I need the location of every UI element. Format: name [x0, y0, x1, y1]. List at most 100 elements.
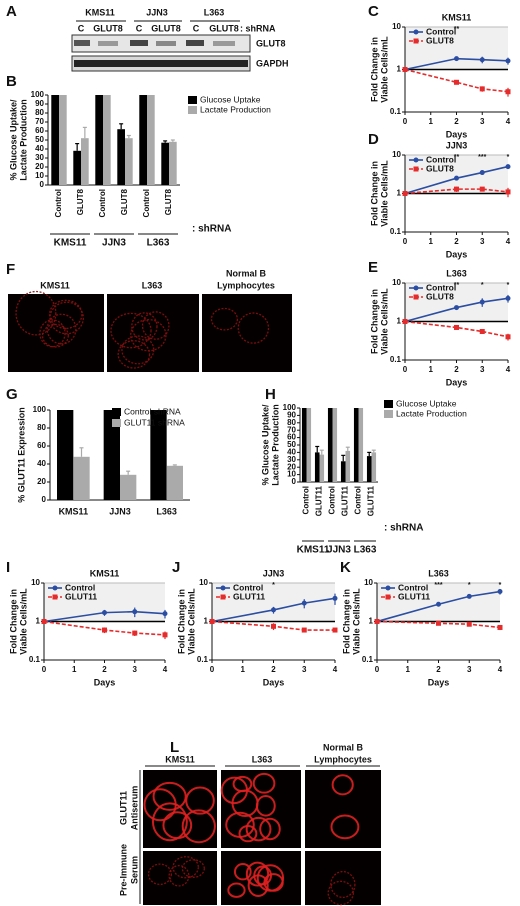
x-tick-label: 2	[454, 365, 459, 374]
bar	[353, 408, 359, 482]
y-tick-label: 60	[37, 441, 46, 450]
legend-marker	[52, 594, 58, 600]
y-axis-label: Viable Cells/mL	[186, 588, 196, 655]
marker	[41, 619, 47, 624]
marker	[162, 611, 168, 617]
y-tick-label: 10	[392, 150, 401, 159]
legend-label: Control	[426, 154, 456, 164]
group-label: L363	[354, 545, 377, 556]
cell	[48, 299, 83, 330]
x-tick-label: GLUT11	[367, 485, 376, 516]
panel-letter: A	[6, 3, 17, 20]
cell	[172, 856, 199, 879]
legend-label: Control	[65, 582, 95, 592]
x-tick-label: 3	[480, 237, 485, 246]
legend-label: GLUT8	[426, 163, 454, 173]
x-tick-label: GLUT11	[315, 485, 324, 516]
panel-letter: F	[6, 261, 15, 278]
cell	[141, 311, 170, 340]
annotation: *	[468, 582, 471, 589]
annotation: *	[507, 154, 510, 161]
cell	[15, 290, 57, 336]
legend-marker	[413, 285, 419, 291]
marker	[271, 623, 276, 629]
panel-letter: C	[368, 3, 379, 20]
marker	[436, 620, 441, 626]
x-axis-label: Days	[446, 129, 468, 139]
bar	[103, 410, 120, 500]
y-axis-label: Viable Cells/mL	[351, 588, 361, 655]
bar	[319, 454, 325, 482]
x-tick-label: 1	[429, 237, 434, 246]
marker	[497, 589, 503, 595]
cell	[41, 323, 69, 348]
legend-label: Lactate Production	[200, 104, 271, 114]
cell	[245, 861, 270, 887]
series-line	[404, 188, 509, 195]
bar	[366, 456, 372, 482]
micrograph	[202, 294, 292, 372]
x-tick-label: Control	[142, 189, 151, 217]
x-tick-label: 3	[480, 117, 485, 126]
y-tick-label: 90	[287, 411, 296, 420]
row-label: Serum	[129, 856, 139, 884]
y-tick-label: 0.1	[362, 655, 374, 664]
micrograph	[8, 294, 104, 372]
cell	[185, 786, 215, 815]
annotation: : shRNA	[192, 224, 231, 235]
y-tick-label: 1	[397, 317, 402, 326]
y-axis-label: Fold Change in	[369, 161, 379, 226]
y-tick-label: 0.1	[197, 655, 209, 664]
marker	[454, 186, 459, 192]
chart-title: L363	[446, 268, 467, 278]
marker	[209, 619, 215, 624]
cell	[117, 340, 151, 369]
legend-label: Control	[426, 26, 456, 36]
y-axis-label: Viable Cells/mL	[18, 588, 28, 655]
marker	[332, 627, 338, 633]
legend-label: GLUT11 shRNA	[124, 417, 185, 427]
panel-letter: J	[172, 559, 180, 576]
bar	[169, 141, 177, 185]
band	[74, 60, 248, 67]
series-line	[376, 590, 501, 623]
band	[156, 41, 176, 46]
legend-label: GLUT11	[398, 591, 430, 601]
column-label: KMS11	[40, 280, 70, 290]
cell	[121, 335, 155, 365]
bar	[125, 138, 133, 185]
legend-marker	[413, 38, 419, 44]
panel-letter: D	[368, 131, 379, 148]
legend-marker	[220, 594, 226, 600]
cell	[252, 772, 276, 794]
y-tick-label: 1	[397, 189, 402, 198]
annotation: **	[454, 154, 460, 161]
cell	[49, 301, 84, 335]
annotation: ***	[478, 154, 486, 161]
column-label: L363	[142, 280, 163, 290]
x-tick-label: 3	[467, 665, 472, 674]
y-axis-label: Fold Change in	[369, 37, 379, 102]
x-tick-label: 1	[406, 665, 411, 674]
legend-swatch	[188, 96, 197, 104]
bar	[51, 95, 59, 185]
legend-label: Control shRNA	[124, 406, 181, 416]
y-tick-label: 0.1	[390, 107, 402, 116]
cell	[253, 865, 272, 886]
bar	[345, 450, 351, 482]
panel-letter: K	[340, 559, 351, 576]
marker	[479, 57, 485, 63]
x-tick-label: Control	[54, 189, 63, 217]
annotation: : shRNA	[384, 523, 423, 534]
legend-marker	[413, 294, 419, 300]
marker	[374, 619, 380, 624]
band	[74, 40, 90, 46]
y-tick-label: 40	[37, 459, 46, 468]
micrograph-group	[143, 770, 381, 906]
series-line	[404, 297, 509, 323]
chart-title: KMS11	[90, 568, 120, 578]
column-label: KMS11	[165, 754, 195, 764]
x-tick-label: 0	[403, 365, 408, 374]
x-tick-label: 2	[271, 665, 276, 674]
group-label: L363	[147, 238, 170, 249]
